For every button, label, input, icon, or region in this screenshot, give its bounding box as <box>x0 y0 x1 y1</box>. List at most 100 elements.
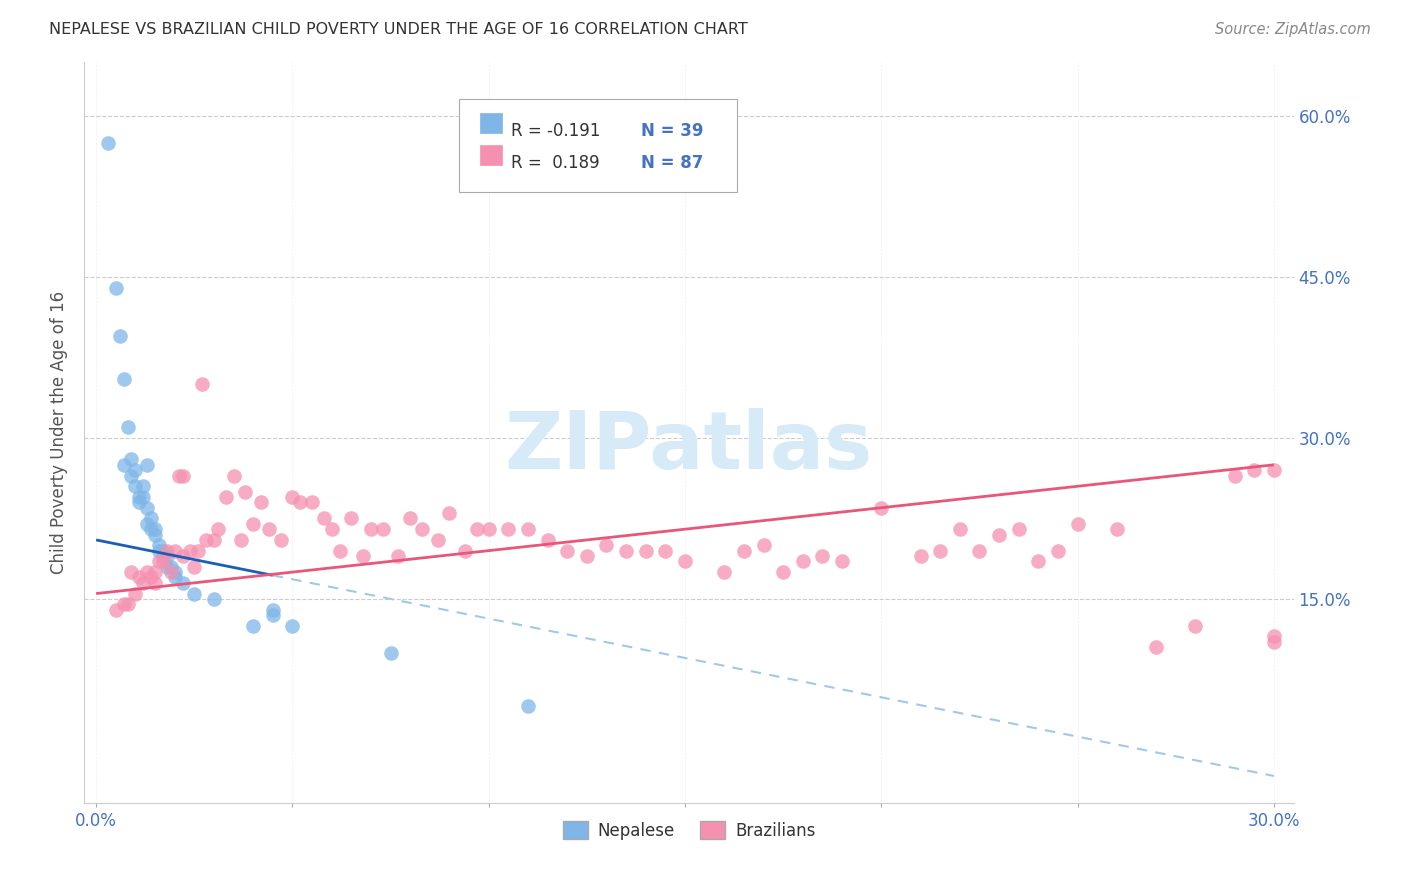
Point <box>1008 522 1031 536</box>
Point <box>143 527 166 541</box>
Point <box>163 570 186 584</box>
Point <box>121 565 143 579</box>
Point <box>136 458 159 472</box>
Point <box>1263 635 1285 649</box>
Point <box>673 554 696 568</box>
Point <box>136 500 159 515</box>
Point <box>121 468 143 483</box>
Point <box>117 420 139 434</box>
Point <box>555 543 578 558</box>
FancyBboxPatch shape <box>479 145 502 165</box>
Point <box>772 565 794 579</box>
Point <box>112 458 135 472</box>
Text: NEPALESE VS BRAZILIAN CHILD POVERTY UNDER THE AGE OF 16 CORRELATION CHART: NEPALESE VS BRAZILIAN CHILD POVERTY UNDE… <box>49 22 748 37</box>
Point <box>97 136 120 150</box>
Point <box>152 543 174 558</box>
Point <box>910 549 932 563</box>
Point <box>128 570 150 584</box>
Point <box>517 522 540 536</box>
Point <box>387 549 409 563</box>
Point <box>281 619 304 633</box>
Point <box>148 554 170 568</box>
Point <box>614 543 637 558</box>
Point <box>124 586 146 600</box>
Point <box>634 543 657 558</box>
Point <box>139 570 162 584</box>
Point <box>202 533 225 547</box>
Point <box>250 495 273 509</box>
Point <box>1184 619 1206 633</box>
Point <box>124 463 146 477</box>
Text: ZIPatlas: ZIPatlas <box>505 409 873 486</box>
Point <box>352 549 374 563</box>
Point <box>1223 468 1246 483</box>
Point <box>1028 554 1050 568</box>
Point <box>465 522 488 536</box>
Point <box>1105 522 1128 536</box>
Point <box>1144 640 1167 655</box>
Point <box>207 522 229 536</box>
Point <box>411 522 433 536</box>
Text: R = -0.191: R = -0.191 <box>512 121 600 140</box>
Point <box>124 479 146 493</box>
Point <box>969 543 991 558</box>
Point <box>290 495 312 509</box>
Point <box>517 699 540 714</box>
Point <box>257 522 280 536</box>
Point <box>262 602 284 616</box>
Point <box>595 538 617 552</box>
Point <box>1263 630 1285 644</box>
Point <box>163 565 186 579</box>
Point <box>139 522 162 536</box>
Point <box>132 575 155 590</box>
Point <box>202 591 225 606</box>
Point <box>242 516 264 531</box>
Point <box>108 329 131 343</box>
Point <box>733 543 755 558</box>
Text: R =  0.189: R = 0.189 <box>512 153 600 171</box>
Point <box>191 377 214 392</box>
Point <box>231 533 253 547</box>
Point <box>215 490 238 504</box>
Point <box>713 565 735 579</box>
Point <box>340 511 363 525</box>
Point <box>301 495 323 509</box>
Point <box>132 490 155 504</box>
Point <box>183 586 205 600</box>
Text: N = 87: N = 87 <box>641 153 703 171</box>
Point <box>536 533 558 547</box>
FancyBboxPatch shape <box>479 112 502 133</box>
Point <box>792 554 814 568</box>
Point <box>148 538 170 552</box>
Text: Source: ZipAtlas.com: Source: ZipAtlas.com <box>1215 22 1371 37</box>
Point <box>380 646 402 660</box>
Point <box>139 511 162 525</box>
Point <box>163 543 186 558</box>
Point <box>195 533 218 547</box>
Point <box>654 543 676 558</box>
Point <box>328 543 350 558</box>
Point <box>187 543 209 558</box>
Point <box>575 549 598 563</box>
Point <box>143 575 166 590</box>
Point <box>112 372 135 386</box>
Point <box>117 597 139 611</box>
Point <box>262 607 284 622</box>
Point <box>426 533 449 547</box>
Point <box>752 538 775 552</box>
Point <box>281 490 304 504</box>
Y-axis label: Child Poverty Under the Age of 16: Child Poverty Under the Age of 16 <box>51 291 69 574</box>
Point <box>172 575 194 590</box>
Point <box>136 565 159 579</box>
Point <box>870 500 893 515</box>
Point <box>988 527 1011 541</box>
Point <box>167 468 190 483</box>
Point <box>104 602 127 616</box>
Point <box>1046 543 1069 558</box>
Point <box>156 559 179 574</box>
Point <box>233 484 256 499</box>
Point <box>179 543 201 558</box>
Point <box>143 522 166 536</box>
Point <box>929 543 952 558</box>
Point <box>454 543 477 558</box>
